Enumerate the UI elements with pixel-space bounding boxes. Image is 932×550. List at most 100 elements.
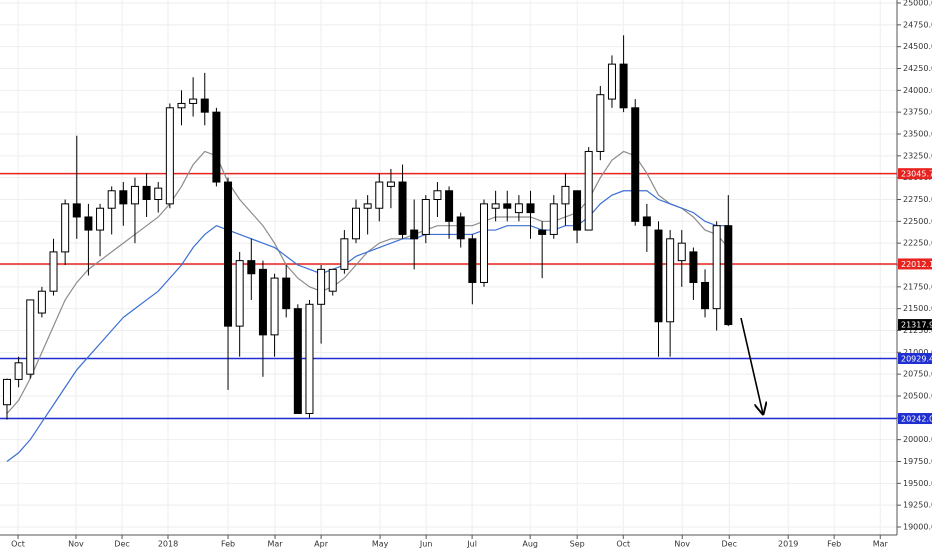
x-tick-label: Dec — [114, 540, 129, 549]
x-tick-label: Dec — [721, 540, 736, 549]
candle-body — [37, 290, 46, 314]
axes: 19000.019250.019500.019750.020000.020250… — [11, 0, 932, 549]
candle-body — [2, 378, 11, 406]
candle-body — [107, 190, 116, 209]
candle-body — [491, 203, 500, 209]
x-tick-label: May — [372, 540, 389, 549]
y-tick-label: 25000.0 — [903, 0, 932, 8]
y-tick-label: 21750.0 — [903, 282, 932, 291]
candle-body — [328, 268, 337, 292]
candle-body — [456, 216, 465, 240]
x-tick-label: 2019 — [778, 540, 798, 549]
candle-body — [654, 229, 663, 323]
x-tick-label: Aug — [522, 540, 538, 549]
candle-body — [666, 238, 675, 323]
x-tick-label: Nov — [68, 540, 84, 549]
y-tick-label: 19500.0 — [903, 479, 932, 488]
candle-body — [724, 225, 733, 326]
candle-body — [224, 181, 233, 327]
x-tick-label: Feb — [827, 540, 841, 549]
candle-body — [84, 216, 93, 231]
candle-body — [340, 238, 349, 270]
candle-body — [154, 187, 163, 201]
candle-body — [526, 203, 535, 214]
candle-body — [468, 238, 477, 283]
candle-body — [282, 277, 291, 310]
candle-body — [445, 190, 454, 222]
candle-body — [235, 260, 244, 327]
candle-body — [200, 98, 209, 113]
y-tick-label: 20000.0 — [903, 435, 932, 444]
y-tick-label: 22500.0 — [903, 217, 932, 226]
y-tick-label: 22750.0 — [903, 195, 932, 204]
candle-body — [212, 111, 221, 183]
candle-body — [619, 63, 628, 109]
candle-body — [584, 150, 593, 231]
candle-body — [573, 190, 582, 231]
y-tick-label: 24500.0 — [903, 42, 932, 51]
candle-body — [189, 98, 198, 104]
x-tick-label: Nov — [674, 540, 690, 549]
candle-body — [177, 102, 186, 109]
x-tick-label: Jun — [419, 540, 433, 549]
plot — [0, 35, 897, 462]
candle-body — [49, 251, 58, 292]
candle-body — [26, 299, 35, 375]
candle-body — [433, 190, 442, 200]
y-tick-label: 22250.0 — [903, 239, 932, 248]
y-tick-label: 23750.0 — [903, 108, 932, 117]
annotation-arrow — [740, 317, 763, 414]
candle-body — [14, 362, 23, 380]
candle-body — [270, 277, 279, 336]
level-label: 22012.1 — [901, 260, 932, 269]
candle-body — [689, 251, 698, 283]
candle-body — [410, 229, 419, 240]
grid — [0, 0, 897, 535]
candle-body — [631, 107, 640, 222]
candle-body — [363, 203, 372, 209]
y-tick-label: 21500.0 — [903, 304, 932, 313]
candle-body — [538, 229, 547, 235]
x-tick-label: Apr — [314, 540, 329, 549]
candle-body — [677, 242, 686, 262]
y-tick-label: 20750.0 — [903, 370, 932, 379]
candle-body — [421, 199, 430, 235]
candle-body — [352, 207, 361, 240]
candle-body — [375, 181, 384, 209]
candle-body — [701, 281, 710, 310]
y-tick-label: 21250.0 — [903, 326, 932, 335]
candle-body — [305, 303, 314, 414]
candle-body — [96, 207, 105, 231]
candle-body — [119, 190, 128, 205]
x-tick-label: Feb — [221, 540, 235, 549]
candle-body — [503, 203, 512, 209]
x-tick-label: Sep — [570, 540, 585, 549]
y-tick-label: 21000.0 — [903, 348, 932, 357]
candle-body — [247, 260, 256, 275]
level-label-box — [898, 413, 932, 425]
candle-body — [712, 225, 721, 310]
y-tick-label: 23500.0 — [903, 130, 932, 139]
candle-body — [293, 308, 302, 414]
candle-body — [479, 203, 488, 283]
y-tick-label: 24000.0 — [903, 86, 932, 95]
candle-body — [642, 216, 651, 227]
level-label-box — [898, 352, 932, 364]
x-tick-label: Oct — [11, 540, 25, 549]
x-tick-label: 2018 — [158, 540, 178, 549]
candle-body — [317, 268, 326, 305]
candle-body — [596, 94, 605, 152]
level-label: 23045.7 — [901, 170, 932, 179]
level-label: 20929.4 — [901, 354, 932, 363]
x-tick-label: Mar — [873, 540, 889, 549]
x-tick-label: Mar — [267, 540, 283, 549]
candle-body — [386, 181, 395, 187]
candle-body — [514, 203, 523, 214]
candle-body — [561, 185, 570, 205]
candle-body — [258, 268, 267, 336]
y-tick-label: 24250.0 — [903, 64, 932, 73]
last-price-box — [898, 319, 932, 331]
y-tick-label: 24750.0 — [903, 20, 932, 29]
y-tick-label: 23250.0 — [903, 151, 932, 160]
